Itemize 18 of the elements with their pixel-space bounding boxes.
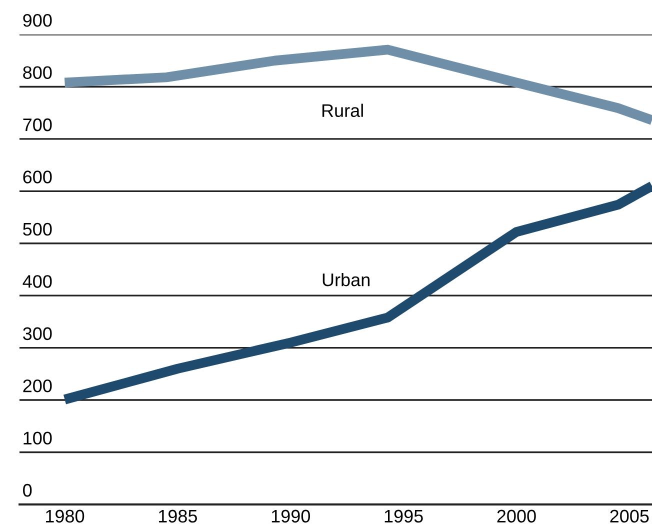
y-tick-label: 900: [23, 14, 52, 27]
y-tick-label: 300: [23, 327, 52, 340]
x-tick-label: 2005: [610, 510, 649, 523]
series-label: Urban: [322, 272, 370, 286]
y-tick-label: 200: [23, 380, 52, 392]
x-tick-label: 2000: [497, 510, 536, 523]
x-tick-label: 1995: [384, 510, 423, 523]
y-tick-label: 0: [23, 484, 32, 497]
y-tick-label: 100: [24, 432, 52, 444]
y-tick-label: 800: [23, 66, 52, 79]
y-tick-label: 600: [23, 170, 52, 184]
x-tick-label: 1980: [46, 510, 84, 523]
x-tick-label: 1985: [158, 510, 197, 523]
y-tick-label: 700: [23, 118, 52, 132]
text: Rural: [322, 104, 363, 118]
y-tick-label: 500: [23, 222, 52, 236]
y-tick-label: 400: [22, 275, 52, 288]
x-tick-label: 1990: [272, 510, 310, 523]
